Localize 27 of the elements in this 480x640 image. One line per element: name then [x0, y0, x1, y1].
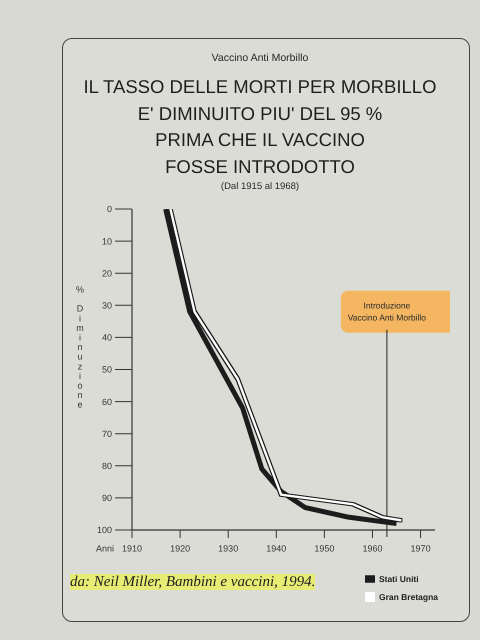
- y-tick-label: 20: [102, 268, 112, 278]
- y-tick-label: 100: [96, 525, 112, 536]
- chart-subtitle: (Dal 1915 al 1968): [220, 181, 300, 192]
- x-axis-title: Anni: [96, 543, 114, 554]
- y-tick-label: 50: [102, 364, 112, 375]
- x-tick-label: 1970: [410, 543, 431, 554]
- x-tick-label: 1950: [314, 543, 334, 554]
- y-tick-label: 30: [102, 300, 112, 310]
- y-tick-label: 90: [102, 493, 112, 504]
- chart-title: IL TASSO DELLE MORTI PER MORBILLO E' DIMINUITO PIU' DEL 95 % PRIMA CHE IL VACCINO FOSSE INTRODOTTO: [82, 75, 438, 178]
- legend-label: Gran Bretagna: [378, 592, 438, 602]
- x-tick-label: 1940: [266, 543, 286, 554]
- y-tick-label: 40: [102, 332, 112, 343]
- y-tick-label: 60: [102, 396, 112, 407]
- text: % Diminuzione: [76, 284, 84, 410]
- y-tick-label: 80: [102, 460, 112, 471]
- text: Vaccino Anti Morbillo: [210, 52, 310, 64]
- y-tick-label: 10: [102, 236, 112, 246]
- x-tick-label: 1960: [362, 543, 382, 554]
- y-tick-label: 70: [102, 428, 112, 439]
- x-tick-label: 1930: [218, 543, 238, 554]
- ref-line-label: Introduzione Vaccino Anti Morbillo: [348, 300, 426, 323]
- x-tick-label: 1920: [170, 543, 190, 554]
- legend-label: Stati Uniti: [378, 574, 419, 584]
- y-tick-label: 0: [106, 204, 112, 214]
- text: da: Neil Miller, Bambini e vaccini, 1994.: [70, 574, 316, 590]
- x-tick-label: 1910: [122, 543, 142, 554]
